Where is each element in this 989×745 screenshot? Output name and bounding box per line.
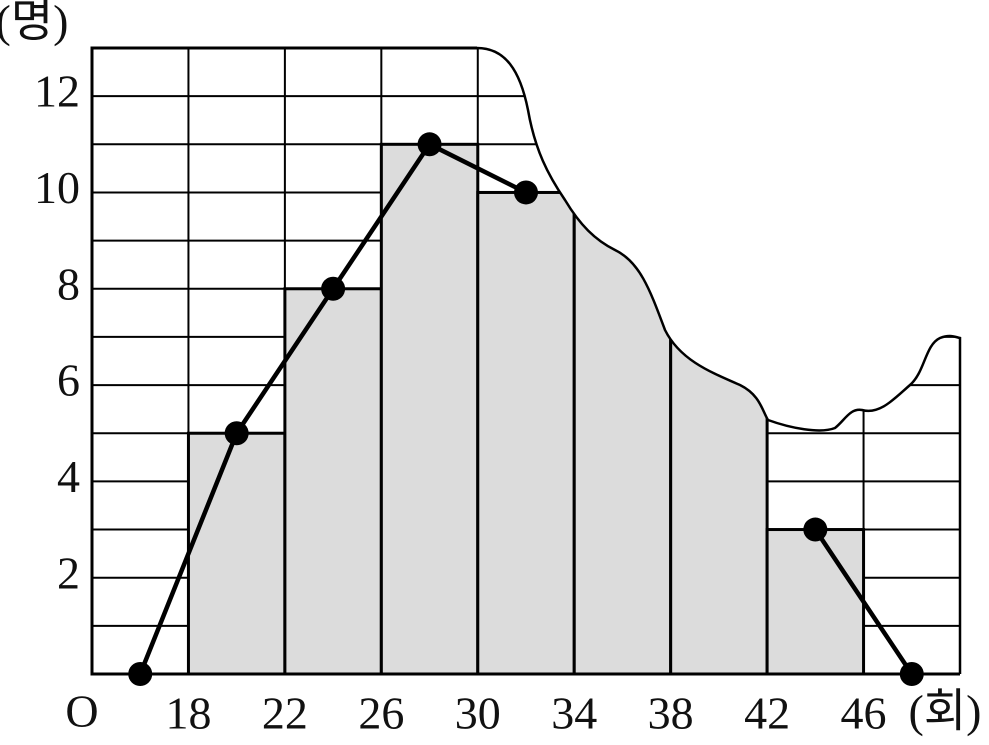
torn-paper [477,0,989,431]
x-tick-label: 18 [165,688,211,739]
origin-label: O [65,686,98,737]
bar [379,142,480,676]
polygon-point [321,276,346,301]
x-tick-label: 46 [841,688,887,739]
frame [90,46,960,676]
x-tick-label: 34 [551,688,597,739]
y-tick-label: 6 [57,355,80,406]
tear-edge [476,46,962,674]
y-tick-label: 2 [57,547,80,598]
polygon-point [417,132,442,157]
bar [476,190,576,676]
bar [283,287,383,676]
y-tick-label: 8 [57,258,80,309]
y-tick-label: 10 [34,162,80,213]
polygon-point [899,662,924,686]
x-tick-label: 42 [744,688,790,739]
polygon-point [224,421,249,446]
x-unit: (회) [909,686,982,737]
x-tick-label: 26 [358,688,404,739]
x-tick-label: 30 [455,688,501,739]
x-tick-label: 22 [262,688,308,739]
polygon-point [803,517,828,542]
polygon-point [514,180,538,205]
bar [765,528,866,676]
x-tick-label: 38 [648,688,694,739]
polygon-point [128,662,153,686]
y-tick-label: 12 [34,66,80,117]
bar [186,431,287,676]
y-unit: (명) [0,0,68,47]
y-tick-label: 4 [57,451,80,502]
